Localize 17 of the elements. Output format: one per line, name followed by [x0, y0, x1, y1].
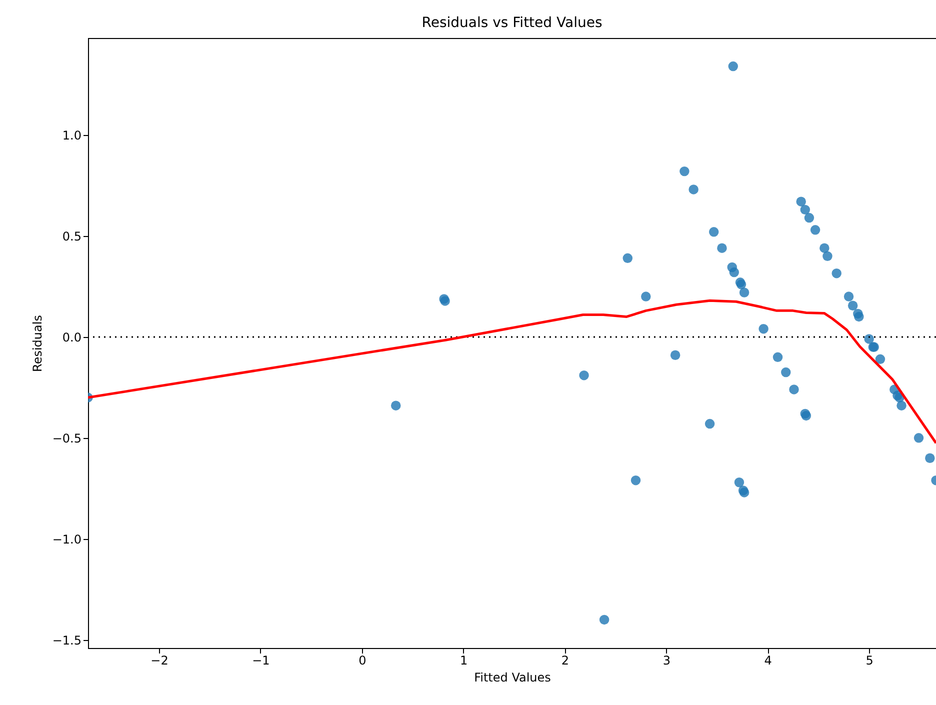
y-tick-label: −1.5: [52, 633, 82, 648]
y-tick-label: 0.0: [62, 330, 82, 344]
x-axis-title: Fitted Values: [474, 670, 551, 684]
x-tick-label: 3: [662, 654, 670, 668]
y-tick-label: 0.5: [62, 229, 82, 244]
chart-title: Residuals vs Fitted Values: [422, 15, 602, 31]
y-axis-title: Residuals: [30, 315, 44, 372]
y-tick-label: −1.0: [52, 532, 82, 546]
x-tick-label: 1: [460, 654, 468, 668]
y-tick-label: 1.0: [62, 128, 82, 142]
x-tick-label: −1: [252, 654, 270, 668]
x-tick-label: 0: [358, 654, 366, 668]
y-tick-label: −0.5: [52, 431, 82, 446]
x-tick-label: −2: [150, 654, 168, 668]
x-tick-label: 4: [764, 654, 772, 668]
x-tick-label: 2: [561, 654, 570, 668]
x-tick-label: 5: [866, 654, 874, 668]
